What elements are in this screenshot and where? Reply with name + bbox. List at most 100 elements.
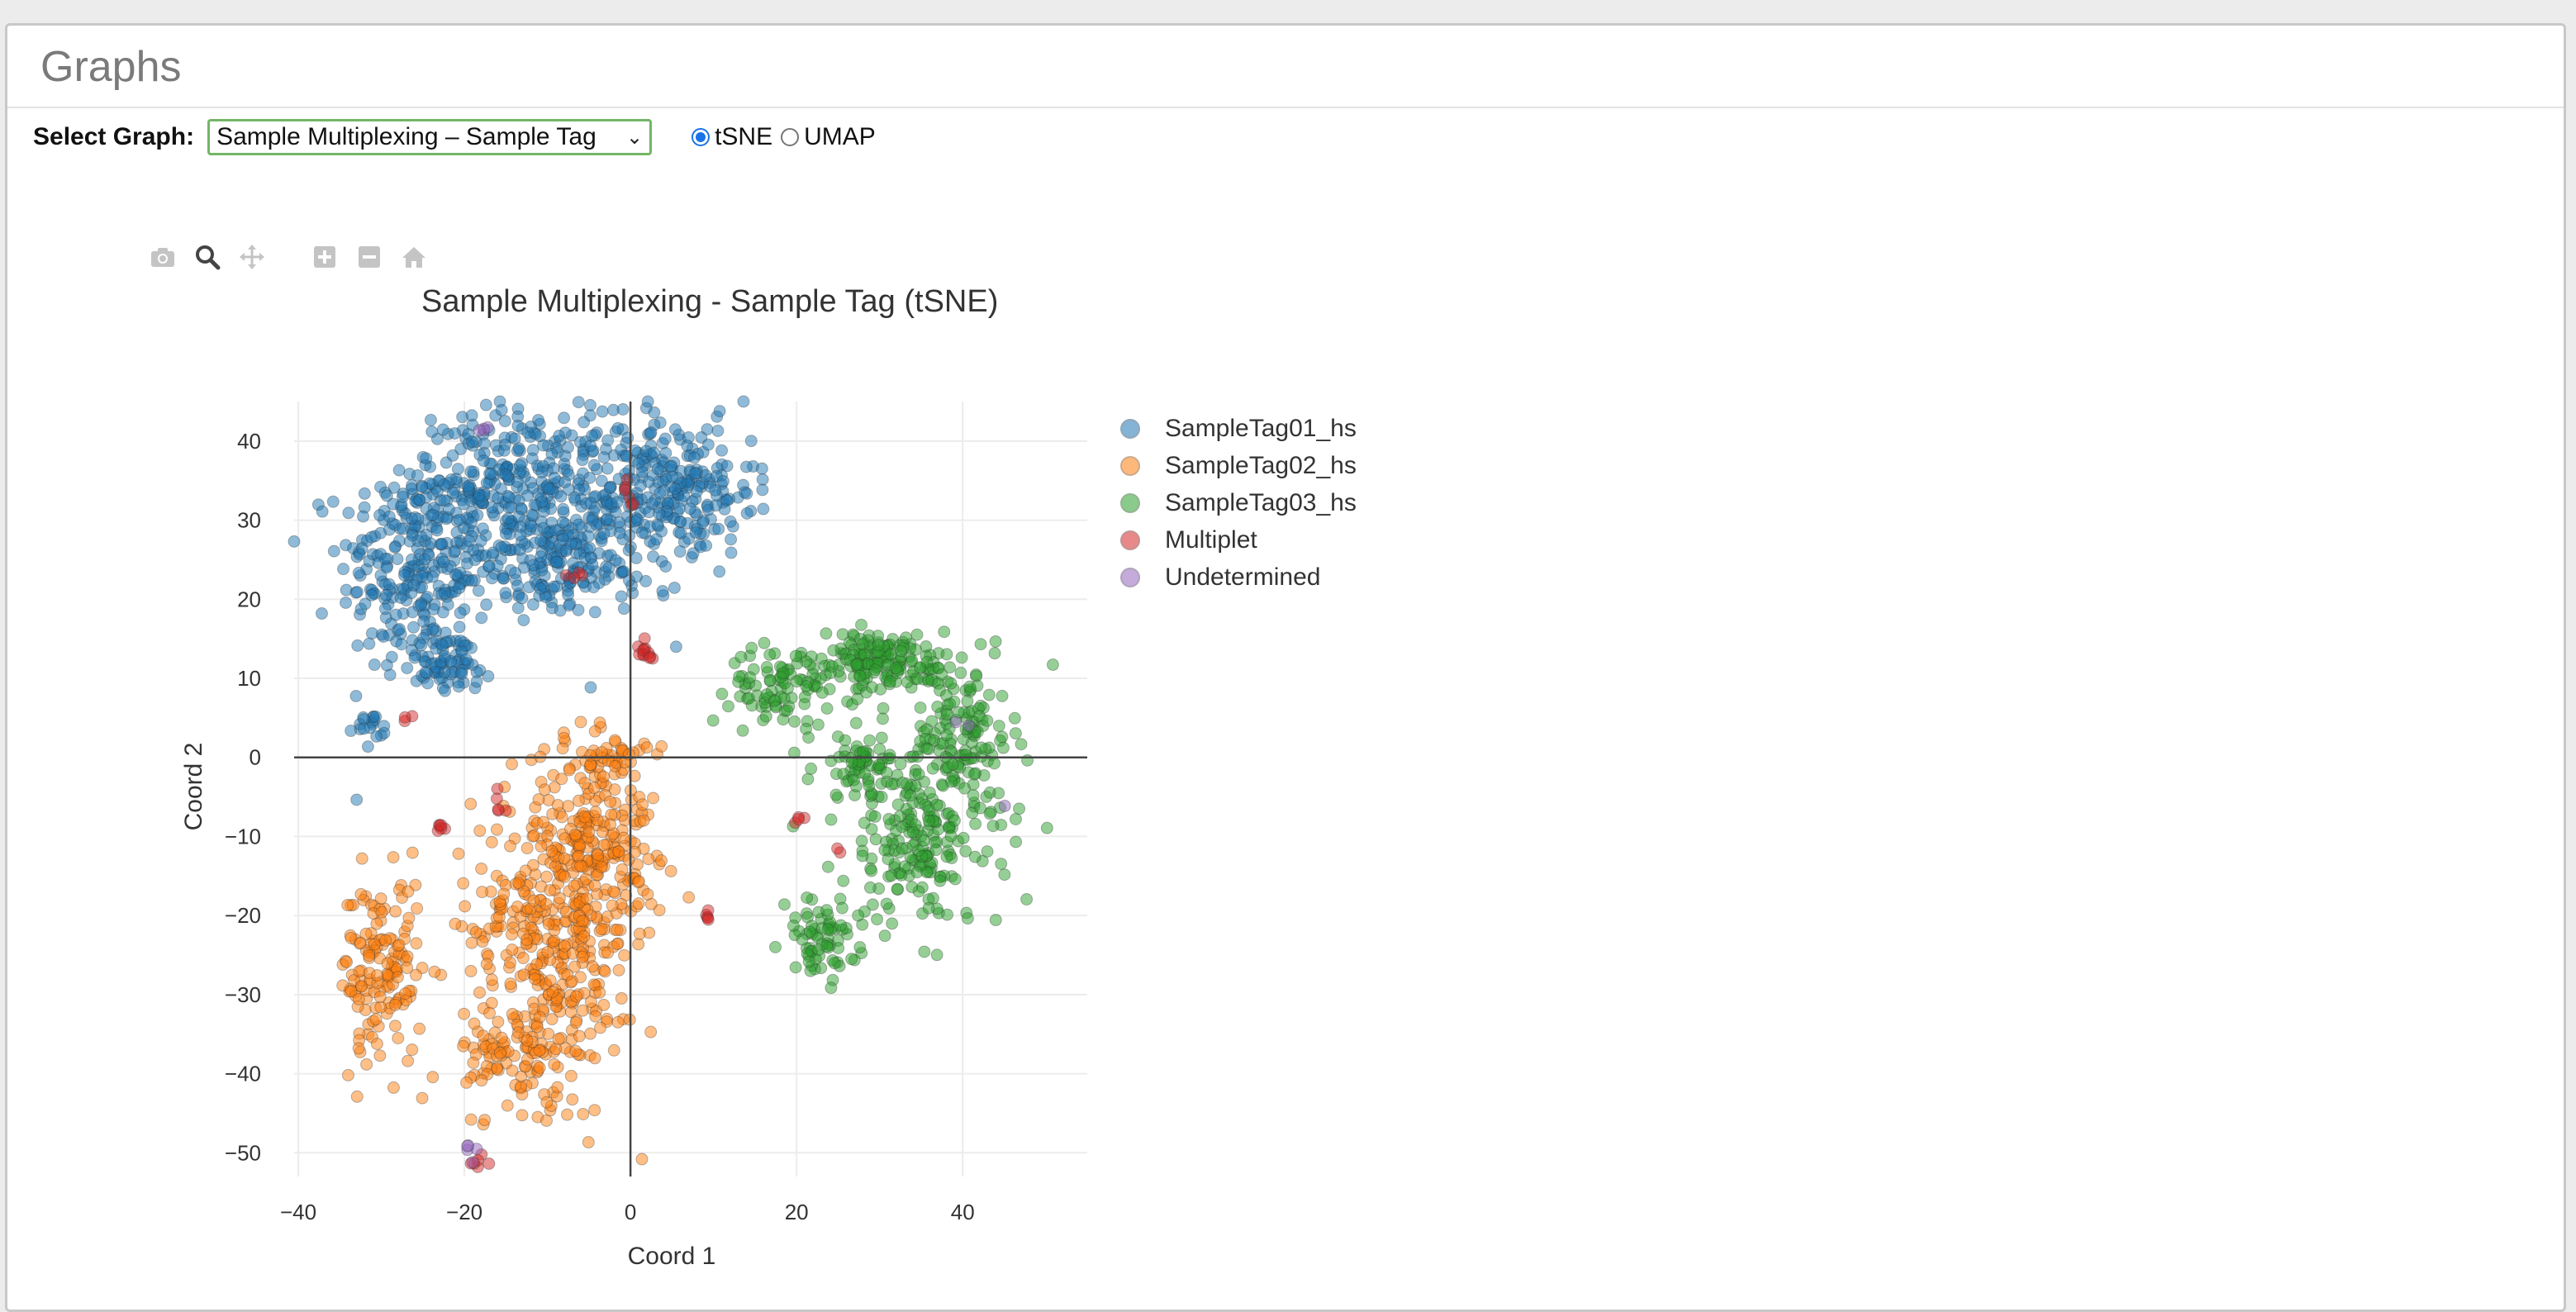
scatter-point — [466, 1156, 479, 1169]
radio-umap[interactable]: UMAP — [781, 123, 876, 151]
scatter-point — [354, 887, 368, 901]
scatter-point — [495, 541, 508, 554]
scatter-point — [744, 671, 757, 684]
panel-header: Graphs — [7, 26, 2564, 108]
scatter-point — [1020, 893, 1034, 906]
scatter-point — [374, 480, 387, 493]
scatter-point — [655, 739, 668, 753]
scatter-point — [656, 584, 669, 597]
scatter-point — [959, 844, 972, 858]
scatter-point — [643, 651, 656, 664]
scatter-point — [438, 666, 451, 679]
pan-icon[interactable] — [238, 243, 266, 271]
scatter-point — [542, 1027, 555, 1040]
scatter-point — [288, 535, 301, 548]
scatter-point — [645, 497, 658, 511]
home-icon[interactable] — [400, 243, 428, 271]
legend-item-undetermined[interactable]: Undetermined — [1120, 559, 1357, 596]
scatter-point — [706, 714, 720, 727]
scatter-point — [497, 444, 511, 457]
scatter-point — [756, 473, 769, 486]
scatter-point — [553, 430, 566, 443]
scatter-point — [876, 712, 889, 725]
scatter-point — [989, 914, 1002, 927]
scatter-point — [426, 508, 440, 521]
scatter-point — [495, 403, 508, 416]
y-tick-label: −50 — [225, 1140, 261, 1165]
scatter-point — [695, 431, 708, 444]
scatter-point — [520, 842, 534, 855]
scatter-point — [886, 917, 899, 930]
scatter-point — [391, 971, 404, 984]
scatter-point — [421, 591, 434, 604]
scatter-point — [349, 689, 363, 702]
scatter-point — [572, 794, 585, 807]
scatter-point — [574, 715, 587, 729]
scatter-point — [943, 697, 957, 711]
scatter-point — [383, 578, 396, 591]
scatter-point — [796, 933, 809, 946]
scatter-point — [598, 965, 611, 978]
scatter-point — [650, 533, 663, 546]
scatter-point — [555, 772, 568, 786]
scatter-point — [435, 819, 448, 832]
scatter-point — [611, 924, 624, 937]
scatter-point — [573, 518, 586, 531]
legend-item-multiplet[interactable]: Multiplet — [1120, 521, 1357, 559]
scatter-point — [602, 561, 615, 574]
scatter-point — [352, 1042, 365, 1055]
zoom-out-icon[interactable] — [355, 243, 383, 271]
scatter-point — [380, 588, 393, 601]
scatter-point — [820, 627, 833, 640]
scatter-point — [713, 565, 726, 578]
scatter-point — [618, 948, 631, 962]
scatter-point — [634, 479, 647, 492]
scatter-point — [504, 956, 517, 969]
x-axis-label: Coord 1 — [628, 1243, 716, 1270]
scatter-point — [517, 561, 530, 574]
scatter-point — [473, 986, 486, 999]
scatter-point — [436, 423, 449, 436]
scatter-point — [639, 574, 653, 587]
scatter-point — [579, 872, 592, 886]
camera-icon[interactable] — [149, 243, 177, 271]
scatter-point — [459, 653, 473, 666]
radio-tsne[interactable]: tSNE — [692, 123, 772, 151]
legend-item-sampletag02[interactable]: SampleTag02_hs — [1120, 447, 1357, 484]
scatter-point — [595, 860, 608, 873]
scatter-point — [499, 468, 512, 481]
scatter-point — [849, 716, 863, 730]
scatter-point — [606, 899, 619, 912]
scatter-point — [733, 670, 746, 683]
zoom-icon[interactable] — [193, 243, 221, 271]
radio-tsne-button[interactable] — [692, 128, 711, 146]
scatter-point — [511, 901, 524, 914]
zoom-in-icon[interactable] — [311, 243, 339, 271]
scatter-point — [825, 660, 839, 673]
scatter-point — [479, 398, 492, 411]
y-tick-label: 30 — [237, 508, 261, 533]
scatter-point — [380, 489, 393, 502]
legend-item-sampletag01[interactable]: SampleTag01_hs — [1120, 410, 1357, 447]
scatter-point — [527, 894, 540, 907]
scatter-point — [961, 912, 974, 925]
scatter-point — [517, 968, 530, 982]
scatter-point — [674, 526, 687, 540]
scatter-point — [448, 427, 461, 440]
scatter-point — [365, 627, 378, 640]
graph-select[interactable]: Sample Multiplexing – Sample Tag ⌄ — [207, 119, 653, 155]
scatter-point — [653, 507, 666, 521]
scatter-point — [516, 592, 529, 605]
scatter-point — [955, 651, 968, 664]
scatter-point — [709, 483, 722, 497]
scatter-point — [1015, 738, 1028, 751]
scatter-point — [584, 681, 597, 694]
scatter-point — [490, 823, 503, 836]
radio-umap-button[interactable] — [781, 128, 800, 146]
scatter-point — [894, 758, 907, 771]
scatter-point — [534, 582, 547, 595]
legend-item-sampletag03[interactable]: SampleTag03_hs — [1120, 484, 1357, 521]
scatter-point — [549, 524, 562, 537]
scatter-point — [395, 638, 408, 651]
